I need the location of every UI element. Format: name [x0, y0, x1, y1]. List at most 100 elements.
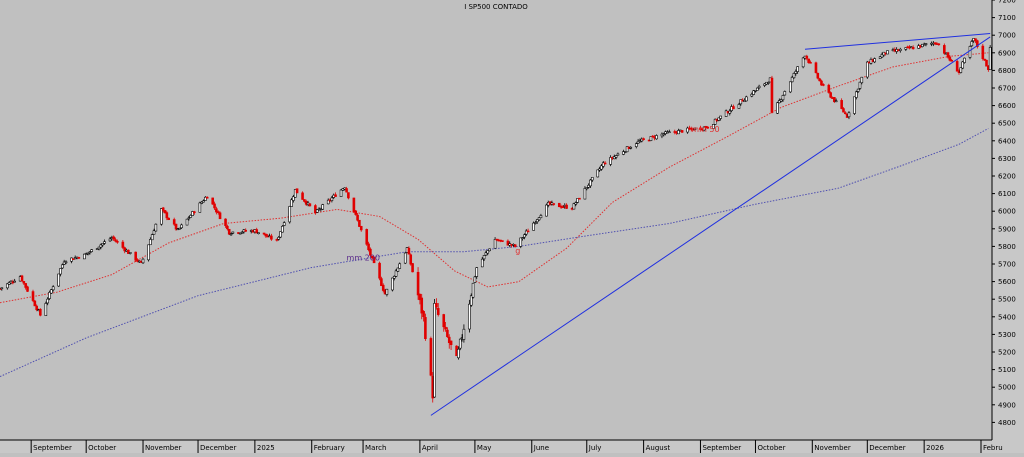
candle-body [433, 303, 436, 398]
candle-body [97, 246, 101, 250]
candle-body [706, 126, 710, 129]
y-tick-label: 6500 [998, 120, 1016, 128]
candle-body [754, 90, 757, 92]
candle-body [172, 219, 176, 225]
candle-body [801, 57, 805, 68]
candle-body [127, 249, 130, 254]
candle-body [719, 115, 722, 119]
y-tick-label: 6400 [998, 137, 1016, 145]
candle-body [270, 235, 273, 240]
candle-body [469, 295, 473, 306]
candle-body [886, 50, 889, 55]
candle-body [6, 283, 9, 289]
candle-body [394, 270, 398, 277]
candle-body [576, 198, 579, 203]
candle-body [814, 62, 818, 73]
support-line [430, 36, 991, 416]
candle-body [866, 61, 869, 78]
candle-body [482, 255, 486, 260]
candle-body [31, 291, 35, 301]
candle-body [160, 208, 163, 225]
candle-body [277, 236, 281, 240]
x-tick-label: April [422, 444, 438, 452]
candle-body [827, 84, 831, 93]
y-tick-label: 5800 [998, 243, 1016, 251]
candle-body [752, 90, 755, 95]
candle-body [345, 188, 348, 193]
candle-body [686, 127, 689, 133]
candle-body [948, 56, 952, 61]
candle-body [596, 169, 600, 178]
candle-body [959, 67, 963, 73]
candle-body [231, 231, 235, 234]
y-tick-label: 6100 [998, 190, 1016, 198]
candle-body [380, 278, 383, 287]
y-tick-label: 6900 [998, 49, 1016, 57]
candle-body [354, 210, 358, 215]
candle-body [187, 217, 191, 220]
candle-body [101, 243, 104, 246]
candle-body [240, 231, 244, 234]
candle-body [462, 328, 466, 340]
candle-body [293, 189, 297, 198]
y-tick-label: 5400 [998, 313, 1016, 321]
x-tick-label: October [88, 444, 116, 452]
candle-body [121, 241, 125, 248]
candle-body [147, 244, 150, 261]
candle-body [728, 110, 732, 114]
candle-body [532, 222, 535, 231]
candle-body [732, 106, 735, 110]
candle-body [24, 283, 27, 288]
candle-body [290, 199, 293, 207]
candle-body [59, 268, 62, 275]
annotation-label: mm 200 [347, 253, 380, 262]
plot-background [0, 0, 992, 440]
resistance-line [804, 32, 991, 50]
candle-body [315, 209, 319, 213]
candle-body [128, 252, 132, 254]
candle-body [590, 177, 594, 181]
candle-body [365, 229, 369, 245]
x-tick-label: December [200, 444, 236, 452]
candle-body [13, 280, 16, 283]
y-tick-label: 5200 [998, 349, 1016, 357]
candle-body [48, 292, 51, 299]
candle-body [880, 54, 884, 58]
candle-body [486, 250, 490, 254]
candle-body [303, 199, 306, 202]
candle-body [308, 203, 312, 207]
candle-body [858, 81, 862, 89]
candle-body [292, 196, 295, 201]
candle-body [108, 238, 112, 242]
candle-body [625, 146, 629, 153]
candle-body [33, 300, 37, 307]
candle-body [598, 168, 601, 171]
candle-body [792, 73, 796, 79]
candle-body [436, 308, 440, 315]
x-axis-panel [0, 440, 1024, 453]
candle-body [136, 259, 139, 262]
candle-body [822, 84, 825, 86]
candle-body [523, 234, 526, 238]
candle-body [809, 61, 812, 64]
candle-body [757, 85, 761, 89]
candle-body [603, 162, 607, 165]
candle-body [572, 203, 576, 210]
candle-body [409, 254, 413, 265]
candle-body [601, 162, 605, 167]
candle-body [381, 284, 385, 291]
candle-body [629, 146, 633, 149]
candle-body [963, 57, 966, 63]
annotation-label: mm 50 [691, 125, 719, 134]
candle-body [776, 102, 779, 114]
candle-body [321, 204, 325, 210]
candle-body [565, 204, 568, 209]
candle-body [358, 219, 361, 227]
candle-body [473, 276, 477, 283]
x-tick-label: 2025 [257, 444, 275, 452]
candle-body [200, 201, 204, 204]
candles [0, 38, 992, 403]
candle-body [359, 226, 363, 231]
candle-body [7, 282, 11, 285]
